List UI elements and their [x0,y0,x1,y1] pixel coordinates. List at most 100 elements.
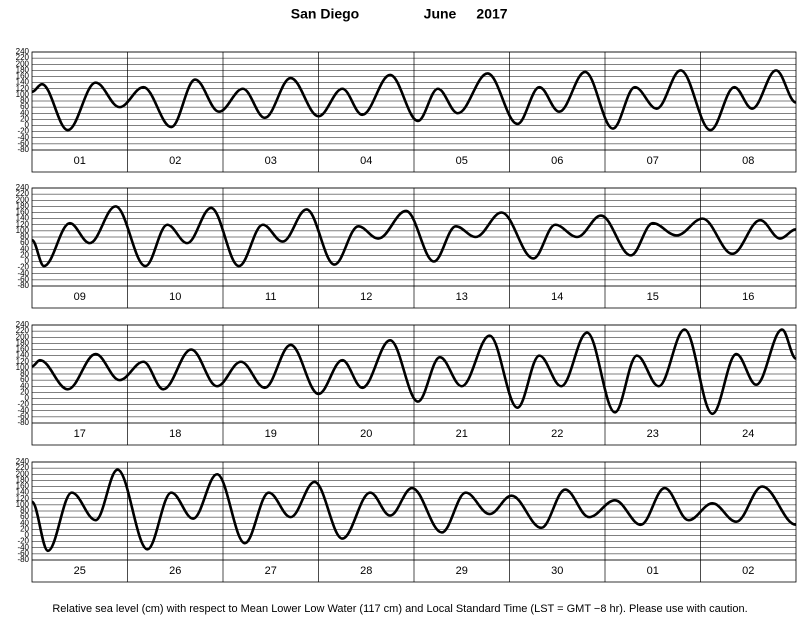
y-tick-label: -20 [17,400,29,409]
tide-line [31,69,797,132]
y-tick-label: 160 [16,72,30,81]
day-label: 16 [742,291,754,303]
y-tick-label: 180 [16,475,30,484]
y-tick-label: 80 [20,232,29,241]
y-tick-label: 60 [20,238,29,247]
y-tick-label: 180 [16,201,30,210]
y-tick-label: -40 [17,269,29,278]
day-label: 30 [551,565,563,577]
y-tick-label: 100 [16,226,30,235]
y-tick-label: 40 [20,518,29,527]
day-label: 13 [456,291,468,303]
day-label: 19 [265,428,277,440]
year: 2017 [476,6,507,22]
tide-line [31,328,797,416]
y-tick-label: 120 [16,220,30,229]
day-label: 07 [647,155,659,167]
panel-frame [31,324,797,446]
footnote: Relative sea level (cm) with respect to … [52,603,747,615]
y-tick-label: 140 [16,78,30,87]
y-tick-label: 0 [25,394,30,403]
y-tick-label: 20 [20,387,29,396]
y-tick-label: -20 [17,537,29,546]
day-label: 04 [360,155,372,167]
day-label: 12 [360,291,372,303]
chart-title: San Diego [291,6,359,22]
day-label: 14 [551,291,563,303]
y-tick-label: -20 [17,127,29,136]
y-tick-label: 180 [16,338,30,347]
panel-frame [31,187,797,309]
y-tick-label: -60 [17,275,29,284]
day-label: 22 [551,428,563,440]
y-tick-label: 80 [20,369,29,378]
panel-frame [31,461,797,583]
y-tick-label: 80 [20,506,29,515]
panel-frame [31,51,797,173]
y-tick-label: 200 [16,59,30,68]
y-tick-label: -80 [17,418,29,427]
day-label: 01 [647,565,659,577]
y-tick-label: 0 [25,257,30,266]
y-tick-label: 200 [16,195,30,204]
y-tick-label: 160 [16,208,30,217]
y-tick-label: -40 [17,133,29,142]
y-tick-label: 140 [16,214,30,223]
y-tick-label: -60 [17,412,29,421]
y-tick-label: -20 [17,263,29,272]
day-label: 27 [265,565,277,577]
day-label: 25 [74,565,86,577]
y-tick-label: 20 [20,114,29,123]
y-tick-label: 200 [16,469,30,478]
y-tick-label: 40 [20,108,29,117]
day-label: 21 [456,428,468,440]
day-label: 29 [456,565,468,577]
y-tick-label: 220 [16,326,30,335]
y-tick-label: -40 [17,406,29,415]
y-tick-label: 60 [20,512,29,521]
y-tick-label: 180 [16,65,30,74]
y-tick-label: 140 [16,351,30,360]
y-tick-label: 20 [20,250,29,259]
day-label: 18 [169,428,181,440]
y-tick-label: 200 [16,332,30,341]
y-tick-label: -40 [17,543,29,552]
day-label: 02 [169,155,181,167]
y-tick-label: 0 [25,531,30,540]
y-tick-label: 220 [16,463,30,472]
y-tick-label: 120 [16,84,30,93]
y-tick-label: 240 [16,457,30,466]
y-tick-label: 120 [16,357,30,366]
day-label: 03 [265,155,277,167]
y-tick-label: 240 [16,320,30,329]
y-tick-label: 160 [16,482,30,491]
y-tick-label: 220 [16,53,30,62]
day-label: 09 [74,291,86,303]
y-tick-label: 80 [20,96,29,105]
y-tick-label: 0 [25,121,30,130]
month: June [424,6,457,22]
y-tick-label: 40 [20,381,29,390]
y-tick-label: 120 [16,494,30,503]
y-tick-label: 100 [16,363,30,372]
day-label: 15 [647,291,659,303]
y-tick-label: 100 [16,500,30,509]
y-tick-label: 60 [20,375,29,384]
day-label: 02 [742,565,754,577]
day-label: 17 [74,428,86,440]
tide-line [31,205,797,268]
y-tick-label: -60 [17,549,29,558]
y-tick-label: 20 [20,524,29,533]
y-tick-label: 160 [16,345,30,354]
day-label: 11 [265,291,276,303]
y-tick-label: -80 [17,145,29,154]
day-label: 10 [169,291,181,303]
day-label: 06 [551,155,563,167]
day-label: 20 [360,428,372,440]
y-tick-label: 140 [16,488,30,497]
y-tick-label: 100 [16,90,30,99]
y-tick-label: 240 [16,183,30,192]
y-tick-label: -60 [17,139,29,148]
y-tick-label: 60 [20,102,29,111]
